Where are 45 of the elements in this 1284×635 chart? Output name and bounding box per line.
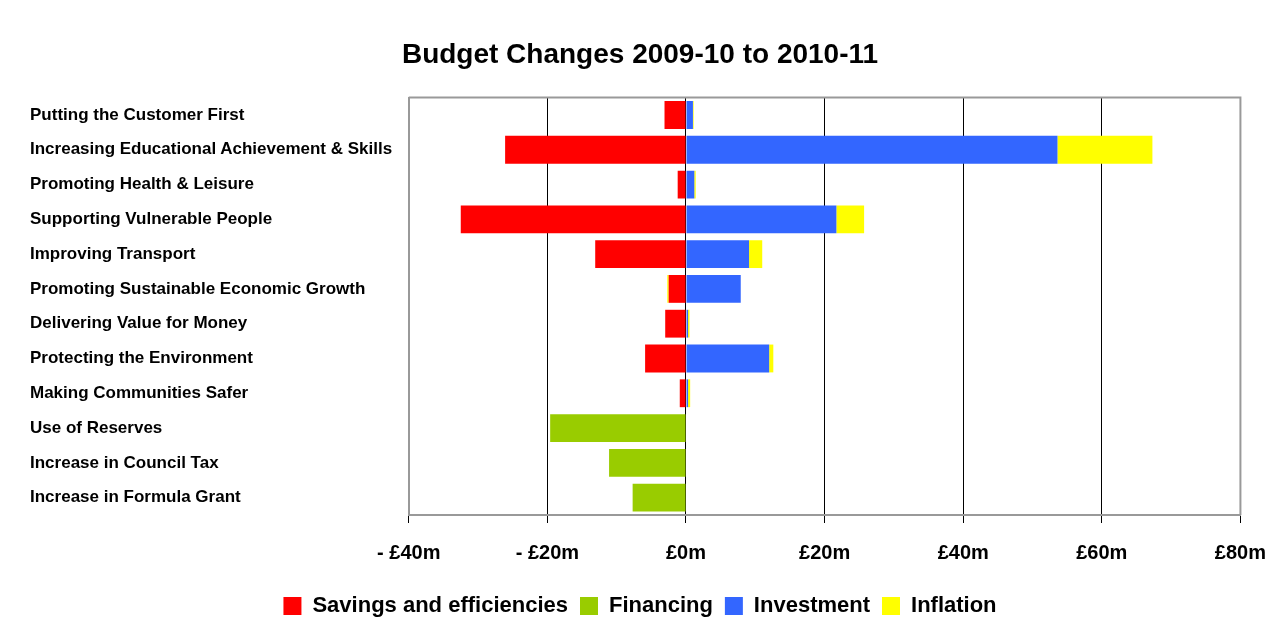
bar bbox=[749, 240, 763, 269]
bar bbox=[668, 275, 686, 303]
y-tick-label: Increasing Educational Achievement & Skills bbox=[30, 139, 393, 159]
y-tick-label: Putting the Customer First bbox=[30, 104, 245, 124]
legend-label: Inflation bbox=[911, 592, 997, 618]
y-tick-label: Increase in Formula Grant bbox=[30, 487, 242, 507]
bar bbox=[686, 275, 741, 303]
legend-label: Investment bbox=[753, 592, 871, 618]
legend-label: Savings and efficiencies bbox=[312, 592, 568, 618]
chart-title: Budget Changes 2009-10 to 2010-11 bbox=[401, 37, 879, 69]
bar bbox=[686, 344, 770, 373]
bar bbox=[632, 483, 686, 512]
bar bbox=[686, 205, 837, 234]
bar bbox=[645, 344, 686, 373]
y-tick-label: Promoting Sustainable Economic Growth bbox=[30, 278, 366, 298]
bar bbox=[769, 344, 774, 373]
bar bbox=[665, 309, 686, 338]
bar bbox=[460, 205, 686, 234]
x-tick-label: £40m bbox=[937, 540, 989, 563]
bar bbox=[686, 101, 693, 129]
bar bbox=[1057, 135, 1153, 164]
bar bbox=[836, 205, 865, 234]
bar bbox=[686, 240, 750, 269]
bar bbox=[686, 135, 1058, 164]
y-tick-label: Delivering Value for Money bbox=[30, 313, 248, 333]
x-tick-label: £0m bbox=[665, 540, 707, 563]
bar bbox=[664, 101, 686, 129]
x-tick-label: £20m bbox=[799, 540, 851, 563]
y-tick-label: Increase in Council Tax bbox=[30, 452, 220, 472]
bar bbox=[595, 240, 686, 269]
x-tick-label: £60m bbox=[1076, 540, 1128, 563]
y-tick-label: Promoting Health & Leisure bbox=[30, 174, 254, 194]
bar bbox=[505, 135, 686, 164]
x-tick-label: - £20m bbox=[515, 540, 580, 563]
y-tick-label: Making Communities Safer bbox=[30, 382, 249, 402]
bar bbox=[550, 414, 686, 442]
y-tick-label: Use of Reserves bbox=[30, 417, 163, 437]
y-tick-label: Protecting the Environment bbox=[30, 348, 254, 368]
x-tick-label: - £40m bbox=[377, 540, 441, 563]
bar bbox=[609, 448, 686, 477]
y-tick-label: Supporting Vulnerable People bbox=[30, 209, 273, 229]
legend-label: Financing bbox=[608, 592, 713, 618]
x-tick-label: £80m bbox=[1214, 540, 1266, 563]
y-tick-label: Improving Transport bbox=[30, 243, 196, 263]
bar bbox=[686, 170, 695, 199]
